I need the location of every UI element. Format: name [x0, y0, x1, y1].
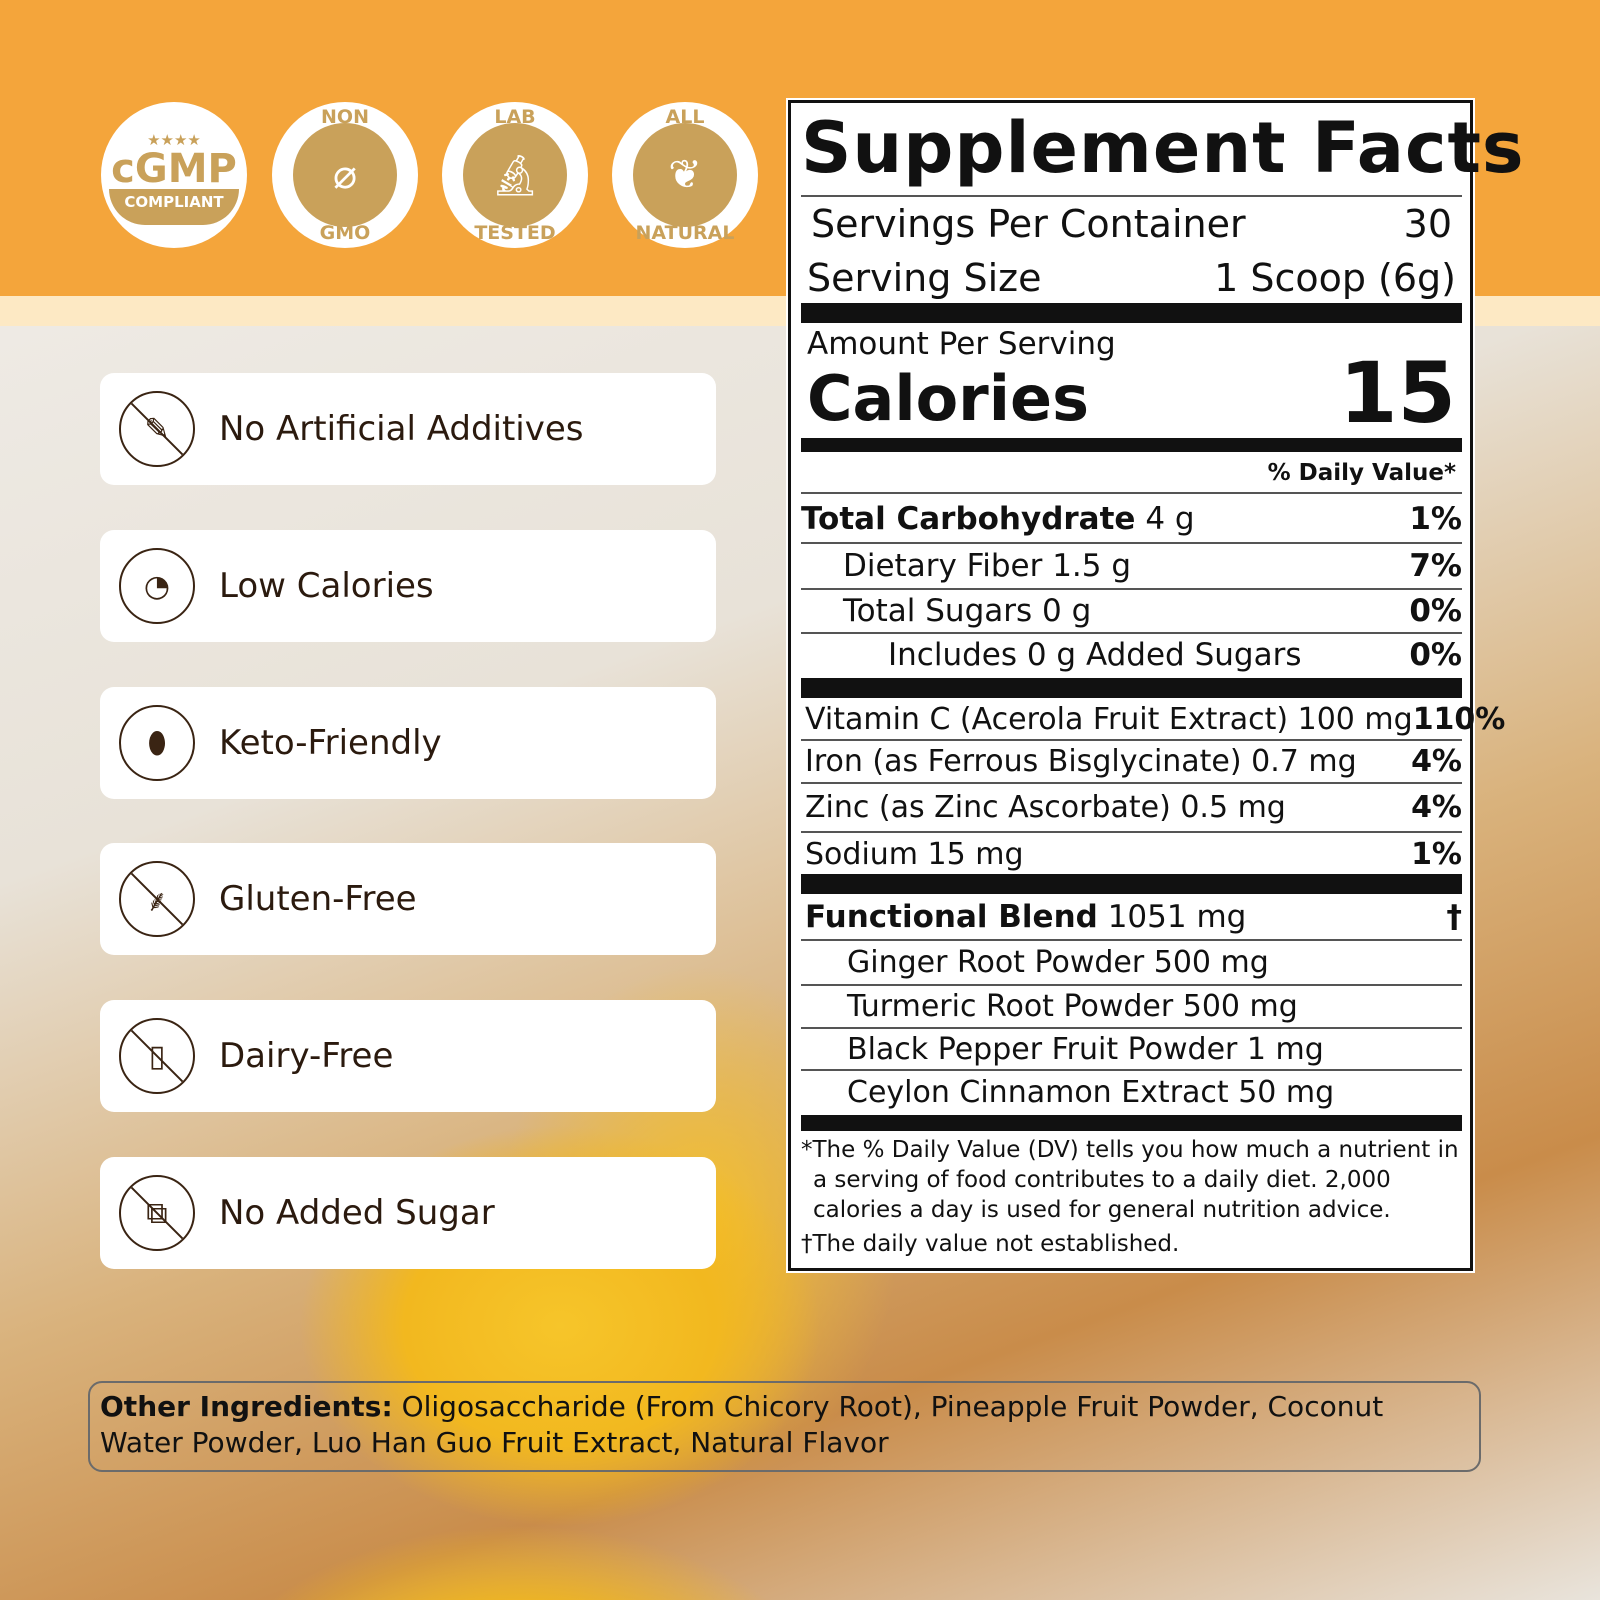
feature-keto-friendly: ⬮ Keto-Friendly — [100, 687, 716, 799]
dna-crossed-icon: ⌀ — [293, 123, 397, 227]
feature-label: Low Calories — [219, 566, 434, 606]
nutrient-name: Dietary Fiber 1.5 g — [843, 548, 1132, 584]
vitamin-row: Zinc (as Zinc Ascorbate) 0.5 mg 4% — [801, 785, 1462, 829]
nutrient-dv: 7% — [1409, 548, 1462, 584]
blend-amount: 1051 mg — [1107, 899, 1247, 935]
other-ingredients: Other Ingredients: Oligosaccharide (From… — [88, 1381, 1481, 1472]
vitamin-name: Sodium 15 mg — [805, 836, 1024, 872]
no-sugar-cubes-icon: ⧉ — [119, 1175, 195, 1251]
feature-label: Dairy-Free — [219, 1036, 394, 1076]
blend-item: Turmeric Root Powder 500 mg — [847, 988, 1298, 1024]
calories-value: 15 — [1339, 344, 1456, 442]
divider-thick — [801, 874, 1462, 894]
divider-thick — [801, 678, 1462, 698]
servings-value: 30 — [1403, 202, 1452, 246]
blend-item: Ginger Root Powder 500 mg — [847, 944, 1269, 980]
divider-thick — [801, 438, 1462, 452]
blend-dv: † — [1446, 899, 1463, 935]
nutrient-row: Total Sugars 0 g 0% — [801, 590, 1462, 632]
feature-label: No Added Sugar — [219, 1193, 495, 1233]
serving-size-label: Serving Size — [807, 256, 1042, 300]
badge-top-text: LAB — [494, 106, 536, 128]
serving-size-value: 1 Scoop (6g) — [1214, 256, 1456, 300]
footnote-not-established: †The daily value not established. — [801, 1231, 1180, 1257]
divider-thick — [801, 1115, 1462, 1131]
feature-dairy-free: ▯ Dairy-Free — [100, 1000, 716, 1112]
badge-bottom-text: NATURAL — [635, 222, 735, 244]
blend-item: Black Pepper Fruit Powder 1 mg — [847, 1031, 1324, 1067]
servings-row: Servings Per Container 30 — [801, 201, 1462, 247]
nutrient-dv: 0% — [1409, 593, 1462, 629]
avocado-icon: ⬮ — [119, 705, 195, 781]
nutrient-name: Includes 0 g Added Sugars — [888, 637, 1302, 673]
vitamin-name: Vitamin C (Acerola Fruit Extract) 100 mg — [805, 701, 1413, 737]
feature-label: No Artificial Additives — [219, 409, 584, 449]
microscope-icon: 🔬︎ — [463, 123, 567, 227]
badge-bottom-text: GMO — [319, 222, 371, 244]
serving-size-row: Serving Size 1 Scoop (6g) — [801, 255, 1462, 301]
badge-main-text: cGMP — [111, 146, 237, 192]
feature-no-artificial-additives: ✎ No Artificial Additives — [100, 373, 716, 485]
stars-icon: ★★★★ — [147, 131, 201, 149]
nutrient-name: Total Sugars 0 g — [843, 593, 1092, 629]
feature-gluten-free: ⸙ Gluten-Free — [100, 843, 716, 955]
vitamin-name: Zinc (as Zinc Ascorbate) 0.5 mg — [805, 789, 1286, 825]
badge-bottom-text: COMPLIANT — [109, 189, 239, 225]
footnote-daily-value: *The % Daily Value (DV) tells you how mu… — [801, 1137, 1459, 1223]
leaves-icon: ❦ — [633, 123, 737, 227]
calories-row: Calories 15 — [801, 351, 1462, 435]
servings-label: Servings Per Container — [811, 202, 1246, 246]
vitamin-dv: 1% — [1411, 836, 1462, 872]
vitamin-row: Iron (as Ferrous Bisglycinate) 0.7 mg 4% — [801, 740, 1462, 782]
lab-tested-badge: LAB 🔬︎ TESTED — [442, 102, 588, 248]
divider-thick — [801, 303, 1462, 323]
facts-title: Supplement Facts — [801, 107, 1525, 189]
nutrient-amount: 4 g — [1145, 501, 1195, 537]
vitamin-dv: 4% — [1411, 743, 1462, 779]
vitamin-row: Vitamin C (Acerola Fruit Extract) 100 mg… — [801, 698, 1505, 740]
low-calories-icon: ◔ — [119, 548, 195, 624]
daily-value-header: % Daily Value* — [1267, 460, 1456, 486]
no-wheat-icon: ⸙ — [119, 861, 195, 937]
amount-per-serving: Amount Per Serving — [807, 326, 1116, 362]
no-milk-icon: ▯ — [119, 1018, 195, 1094]
nutrient-row: Includes 0 g Added Sugars 0% — [801, 634, 1462, 676]
feature-label: Gluten-Free — [219, 879, 417, 919]
ingredients-text: Oligosaccharide (From Chicory Root), Pin… — [100, 1390, 1384, 1459]
all-natural-badge: ALL ❦ NATURAL — [612, 102, 758, 248]
vitamin-dv: 4% — [1411, 789, 1462, 825]
badge-top-text: NON — [321, 106, 369, 128]
calories-label: Calories — [807, 362, 1089, 435]
vitamin-name: Iron (as Ferrous Bisglycinate) 0.7 mg — [805, 743, 1357, 779]
badge-top-text: ALL — [665, 106, 705, 128]
vitamin-dv: 110% — [1412, 701, 1506, 737]
supplement-facts-panel: Supplement Facts Servings Per Container 3… — [786, 98, 1525, 1273]
badge-bottom-text: TESTED — [474, 222, 556, 244]
feature-low-calories: ◔ Low Calories — [100, 530, 716, 642]
nutrient-name: Total Carbohydrate — [801, 501, 1136, 537]
vitamin-row: Sodium 15 mg 1% — [801, 833, 1462, 875]
feature-label: Keto-Friendly — [219, 723, 442, 763]
nutrient-dv: 0% — [1409, 637, 1462, 673]
cgmp-badge: ★★★★ cGMP COMPLIANT — [101, 102, 247, 248]
no-additives-icon: ✎ — [119, 391, 195, 467]
nutrient-row: Total Carbohydrate 4 g 1% — [801, 497, 1462, 541]
blend-item: Ceylon Cinnamon Extract 50 mg — [847, 1074, 1335, 1110]
feature-no-added-sugar: ⧉ No Added Sugar — [100, 1157, 716, 1269]
nutrient-dv: 1% — [1409, 501, 1462, 537]
blend-row: Functional Blend 1051 mg † — [801, 896, 1462, 938]
ingredients-label: Other Ingredients: — [100, 1390, 393, 1423]
blend-name: Functional Blend — [805, 899, 1098, 935]
non-gmo-badge: NON ⌀ GMO — [272, 102, 418, 248]
nutrient-row: Dietary Fiber 1.5 g 7% — [801, 544, 1462, 588]
